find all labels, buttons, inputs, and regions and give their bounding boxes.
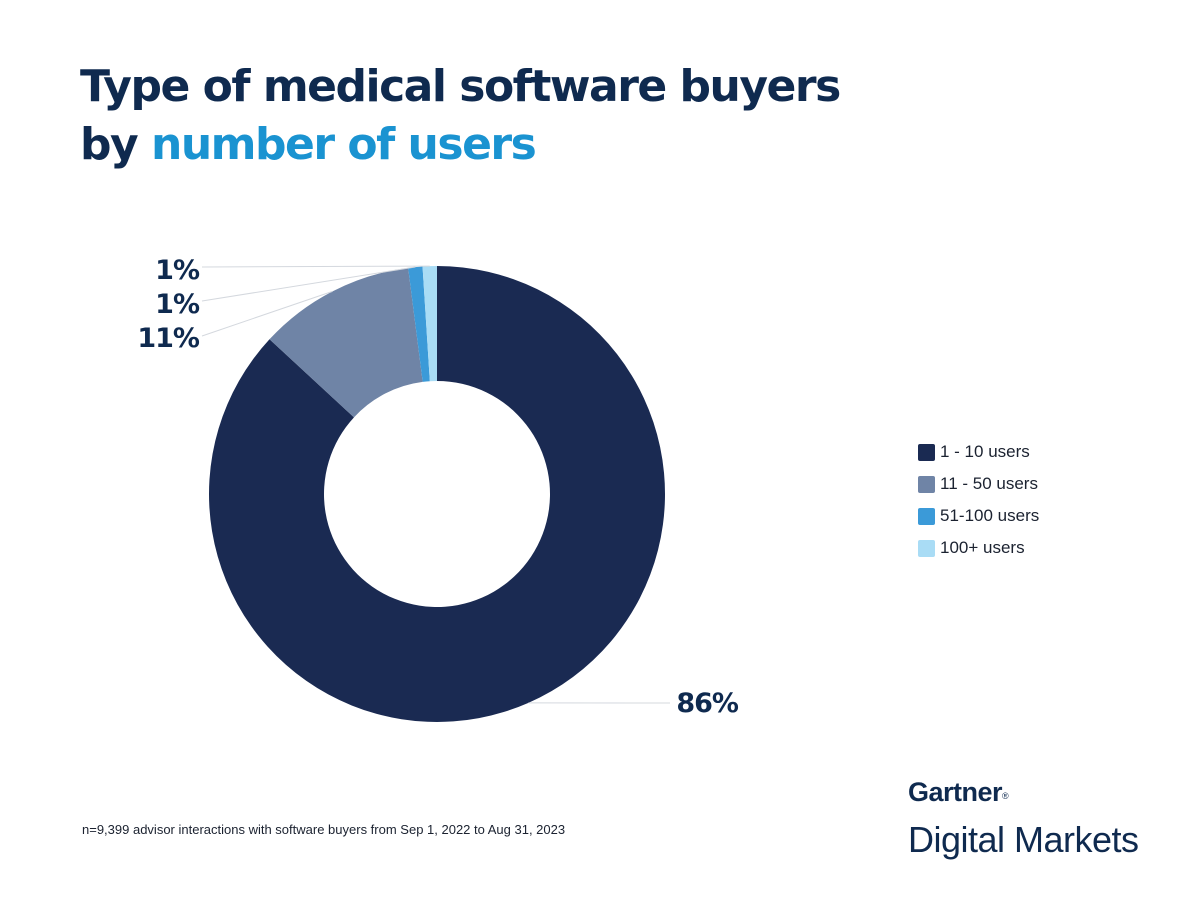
leader-line: [201, 290, 333, 337]
slice-percent-label: 86%: [676, 688, 739, 719]
registered-mark: ®: [1002, 791, 1009, 801]
brand-logo: Gartner® Digital Markets: [908, 772, 1139, 864]
legend-item: 51-100 users: [918, 500, 1039, 532]
legend-swatch: [918, 507, 935, 525]
donut-slice: [422, 266, 437, 382]
legend-label: 100+ users: [940, 538, 1025, 557]
chart-title: Type of medical software buyers by numbe…: [80, 58, 841, 174]
legend: 1 - 10 users 11 - 50 users 51-100 users …: [918, 436, 1039, 564]
legend-item: 11 - 50 users: [918, 468, 1039, 500]
legend-item: 100+ users: [918, 532, 1039, 564]
legend-label: 51-100 users: [940, 506, 1040, 525]
slice-percent-label: 11%: [137, 323, 200, 354]
legend-swatch: [918, 539, 935, 557]
footnote: n=9,399 advisor interactions with softwa…: [82, 822, 566, 837]
brand-name-text: Gartner: [908, 777, 1003, 807]
legend-swatch: [918, 475, 935, 493]
legend-item: 1 - 10 users: [918, 436, 1039, 468]
donut-slice: [408, 266, 430, 382]
slice-percent-label: 1%: [155, 289, 200, 320]
donut-slice: [209, 266, 665, 722]
brand-product: Digital Markets: [908, 819, 1139, 860]
slice-percent-label: 1%: [155, 255, 200, 286]
leader-line: [201, 265, 430, 268]
title-line-1: Type of medical software buyers: [80, 61, 841, 112]
legend-swatch: [918, 443, 935, 461]
brand-name: Gartner®: [908, 772, 1139, 816]
legend-label: 11 - 50 users: [940, 474, 1038, 493]
donut-slice: [269, 267, 423, 418]
leader-line: [201, 266, 416, 302]
title-accent: number of users: [151, 119, 537, 170]
title-prefix: by: [80, 119, 139, 170]
legend-label: 1 - 10 users: [940, 442, 1030, 461]
title-line-2: by number of users: [80, 116, 840, 174]
